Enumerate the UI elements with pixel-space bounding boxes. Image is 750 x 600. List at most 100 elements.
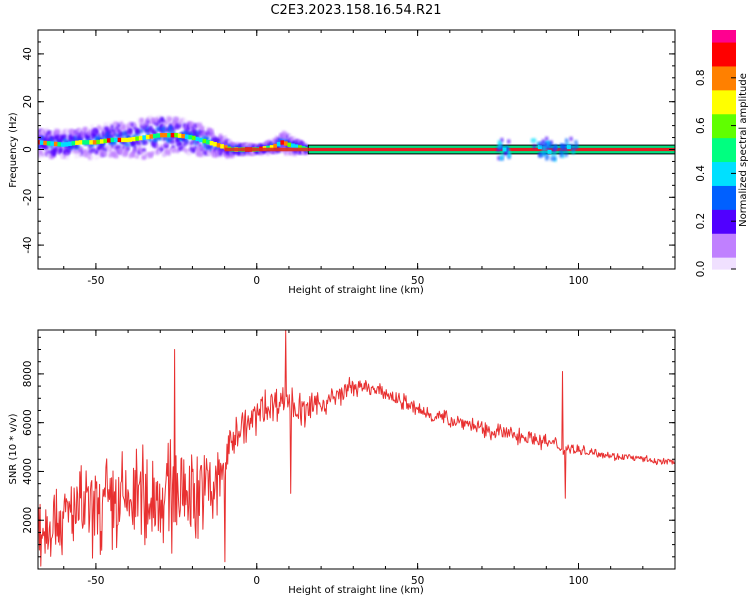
colorbar-swatch [712, 229, 736, 232]
spectrogram-ridge-cell [99, 139, 104, 144]
spectrogram-cell [38, 149, 42, 154]
spectrogram-burst-cell [545, 154, 549, 159]
colorbar-swatch [712, 145, 736, 149]
spectrogram-cell [164, 150, 169, 155]
colorbar-swatch [712, 35, 736, 39]
spectrogram-cell [270, 149, 274, 154]
spectrogram-cell [133, 122, 137, 127]
spectrogram-cell [234, 145, 238, 150]
spectrogram-cell [284, 136, 288, 141]
spectrogram-cell [95, 135, 99, 140]
spectrogram-cell [149, 125, 153, 130]
colorbar-ticks: 0.0 0.2 0.4 0.6 0.8 [695, 69, 736, 277]
colorbar-swatch [712, 245, 736, 248]
spectrogram-cell [191, 139, 196, 144]
spectrogram-ridge-cell [163, 132, 168, 138]
spectrogram-ridge-cell [156, 133, 161, 138]
spectrogram-cell [209, 147, 214, 152]
spectrogram-cell [151, 130, 155, 135]
colorbar-swatch [712, 191, 736, 194]
spectrogram-cell [214, 153, 218, 158]
spectrogram-cell [101, 133, 106, 138]
spectrogram-cell [101, 151, 106, 156]
spectrogram-cell [54, 131, 58, 136]
spectrogram-cell [68, 148, 72, 153]
spectrogram-ridge-cell [220, 144, 225, 149]
spectrogram-cell [63, 149, 67, 154]
spectrogram-ridge-cell [280, 140, 285, 145]
spectrogram-cell [257, 144, 261, 149]
spectrogram-cell [169, 129, 173, 134]
spectrogram-cell [243, 150, 247, 155]
spectrogram-ridge-cell [294, 144, 299, 149]
spectrogram-cell [272, 139, 277, 144]
colorbar-swatch [712, 125, 736, 129]
spectrogram-cell [140, 155, 144, 160]
spectrogram-cell [92, 148, 97, 153]
spectrogram-burst-cell [561, 153, 565, 158]
spectrogram-cell [119, 150, 124, 155]
spectrogram-cell [140, 128, 144, 133]
spectrogram-xtick-label: 0 [253, 275, 260, 287]
spectrogram-cell [88, 144, 92, 149]
spectrogram-cell [146, 152, 151, 157]
spectrogram-ytick-label: -20 [22, 189, 34, 206]
spectrogram-cell [113, 150, 117, 155]
spectrogram-cell [169, 139, 173, 144]
spectrogram-cell [140, 117, 144, 122]
spectrogram-ridge-cell [75, 140, 79, 145]
spectrogram-cell [198, 143, 202, 148]
colorbar-swatch [712, 257, 736, 260]
spectrogram-cell [223, 135, 227, 140]
spectrogram-cell [137, 129, 142, 134]
spectrogram-cell [155, 150, 160, 155]
spectrogram-cell [63, 154, 67, 159]
spectrogram-cell [92, 133, 97, 138]
spectrogram-cell [131, 122, 135, 127]
colorbar-swatch [712, 263, 736, 266]
spectrogram-cell [142, 148, 146, 153]
colorbar-swatch [712, 157, 736, 161]
colorbar-swatch [712, 113, 736, 117]
spectrogram-cell [38, 131, 42, 136]
colorbar-swatch [712, 213, 736, 216]
spectrogram-cell [194, 133, 198, 138]
spectrogram-cell [45, 127, 49, 132]
spectrogram-cell [218, 137, 223, 142]
spectrogram-cell [151, 151, 155, 156]
spectrogram-cell [171, 121, 175, 126]
spectrogram-cell [180, 118, 184, 123]
spectrogram-cell [290, 150, 295, 155]
spectrogram-cell [77, 149, 81, 154]
colorbar-swatch [712, 149, 736, 153]
spectrogram-burst-cell [569, 136, 573, 141]
colorbar-swatch [712, 233, 736, 236]
spectrogram-cell [185, 138, 189, 143]
spectrogram-cell [151, 118, 155, 123]
colorbar-swatch [712, 177, 736, 180]
colorbar-swatch [712, 115, 736, 119]
spectrogram-cell [160, 144, 164, 149]
colorbar-swatch [712, 129, 736, 133]
spectrogram-cell [115, 148, 119, 153]
colorbar-swatch [712, 231, 736, 234]
colorbar-swatch [712, 49, 736, 53]
colorbar-swatch [712, 147, 736, 151]
colorbar-swatch [712, 161, 736, 165]
spectrogram-cell [216, 138, 220, 143]
spectrogram-burst-cell [553, 156, 557, 161]
spectrogram-cell [191, 126, 196, 131]
spectrogram-ridge-cell [174, 132, 179, 138]
spectrogram-burst-cell [537, 142, 541, 147]
spectrogram-cell [182, 125, 187, 130]
spectrogram-cell [212, 152, 216, 157]
spectrogram-cell [178, 141, 182, 146]
spectrogram-cell [205, 151, 209, 156]
spectrogram-cell [209, 129, 214, 134]
spectrogram-ridge-cell [138, 135, 143, 141]
spectrogram-cell [124, 148, 128, 153]
spectrogram-ridge-cell [92, 140, 97, 145]
spectrogram-cell [72, 136, 76, 141]
colorbar-tick-label: 0.2 [695, 213, 707, 230]
spectrogram-cell [241, 151, 245, 156]
